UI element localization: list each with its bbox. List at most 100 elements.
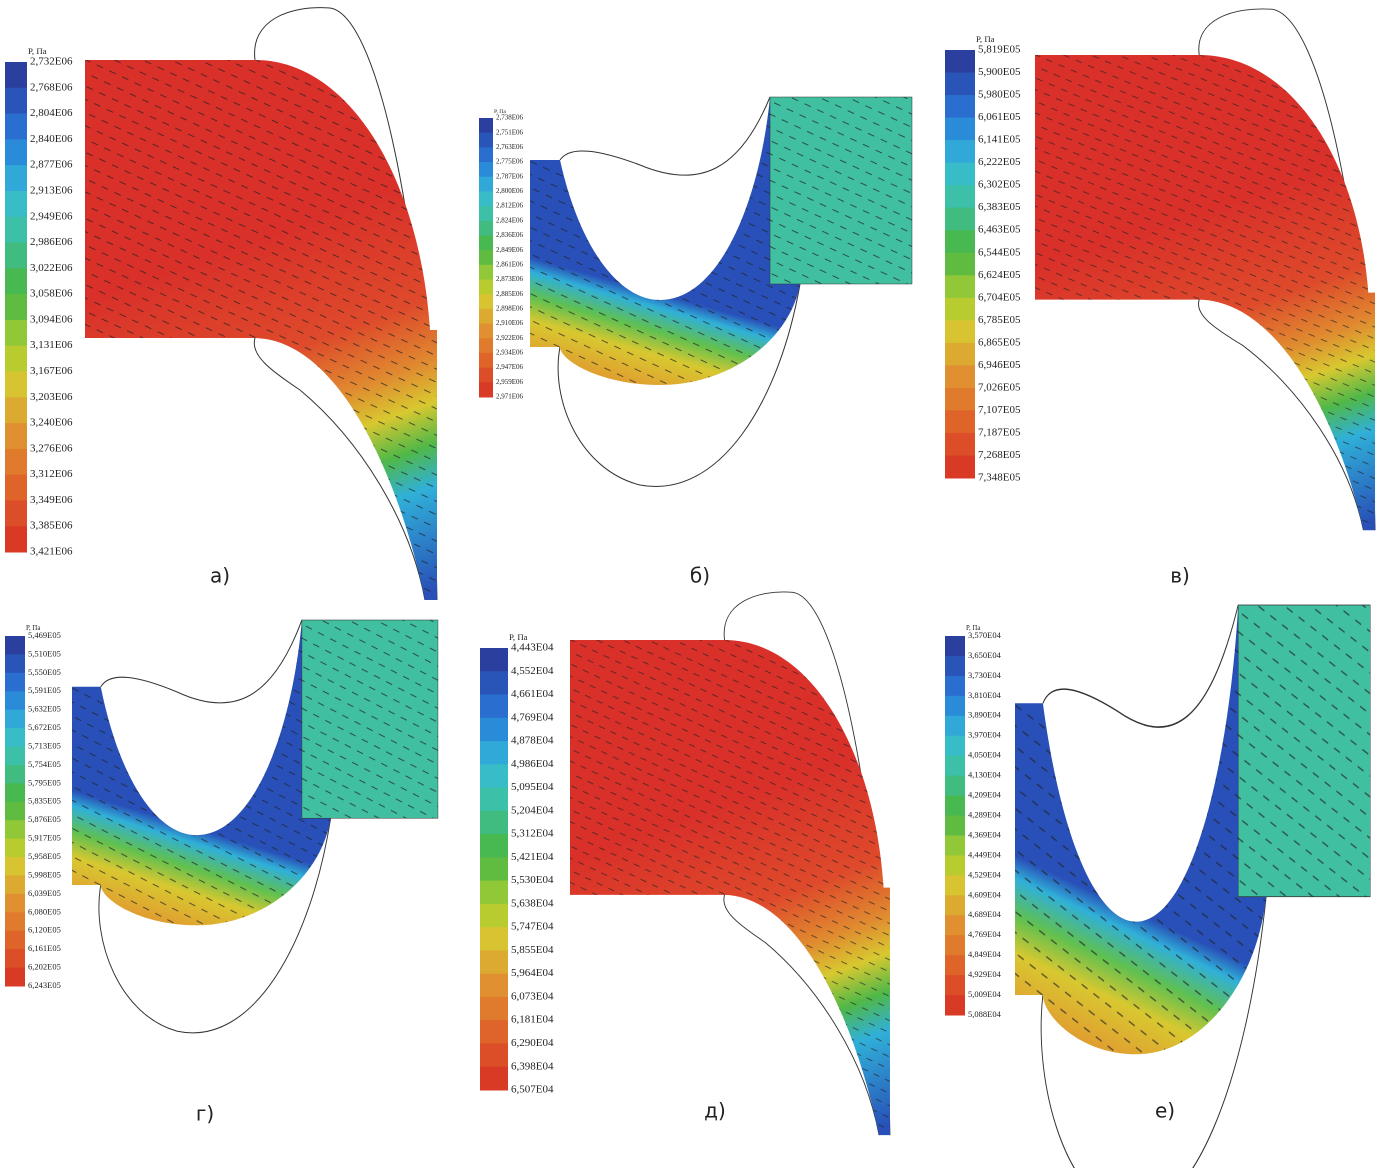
legend-label: 3,167E06	[30, 365, 73, 377]
legend-label: 6,383E05	[978, 201, 1021, 213]
legend-label: 4,289E04	[968, 809, 1002, 819]
legend-label: 4,529E04	[968, 869, 1002, 879]
legend-label: 4,661E04	[511, 688, 554, 700]
legend-cell	[945, 387, 975, 411]
legend-cell	[945, 365, 975, 389]
legend-cell	[5, 190, 27, 218]
legend-label: 6,243E05	[28, 980, 61, 990]
legend-cell	[479, 250, 493, 266]
legend-label: 2,913E06	[30, 184, 73, 196]
legend-label: 5,835E05	[28, 796, 61, 806]
legend-cell	[5, 62, 27, 89]
legend-cell	[479, 132, 493, 148]
legend-label: 4,769E04	[511, 711, 554, 723]
legend-cell	[945, 410, 975, 434]
legend-label: 5,795E05	[28, 777, 61, 787]
legend-label: 3,650E04	[968, 650, 1002, 660]
legend-cell	[945, 636, 965, 657]
legend-title: P, Па	[494, 109, 506, 115]
legend-cell	[945, 975, 965, 996]
legend-cell	[479, 294, 493, 310]
legend-title: P, Па	[966, 625, 980, 632]
legend-cell	[480, 880, 508, 905]
legend-cell	[5, 857, 25, 876]
legend-cell	[945, 455, 975, 479]
legend-cell	[5, 783, 25, 803]
legend-cell	[945, 775, 965, 797]
legend-label: 3,276E06	[30, 442, 73, 454]
legend-label: 5,510E05	[28, 648, 61, 658]
legend-cell	[479, 206, 493, 222]
legend-label: 4,769E04	[968, 929, 1002, 939]
legend-label: 4,689E04	[968, 909, 1002, 919]
legend-label: 6,202E05	[28, 962, 61, 972]
legend-label: 4,209E04	[968, 790, 1002, 800]
legend-cell	[479, 235, 493, 251]
legend-label: 6,120E05	[28, 925, 61, 935]
legend-cell	[945, 140, 975, 164]
legend-label: 2,934E06	[496, 349, 524, 357]
legend-label: 4,369E04	[968, 829, 1002, 839]
legend-cell	[945, 795, 965, 817]
legend-label: 5,754E05	[28, 759, 61, 769]
legend-label: 4,443E04	[511, 642, 554, 654]
legend-label: 4,552E04	[511, 665, 554, 677]
legend-label: 4,878E04	[511, 735, 554, 747]
turbine-field	[1034, 8, 1376, 531]
legend-label: 3,890E04	[968, 710, 1002, 720]
legend-label: 5,855E04	[511, 944, 554, 956]
legend-cell	[479, 220, 493, 236]
legend-title: P, Па	[26, 625, 40, 632]
legend-cell	[945, 297, 975, 321]
turbine-field	[569, 591, 891, 1136]
legend-cell	[480, 1043, 508, 1068]
legend-label: 4,449E04	[968, 849, 1002, 859]
legend-cell	[5, 838, 25, 858]
legend-label: 2,971E06	[496, 393, 524, 401]
legend-label: 5,550E05	[28, 667, 61, 677]
compressor-field	[1014, 604, 1372, 1168]
legend-cell	[945, 935, 965, 956]
legend-cell	[945, 895, 965, 916]
legend-label: 2,751E06	[496, 128, 524, 136]
legend-cell	[480, 648, 508, 672]
legend-label: 5,980E05	[978, 89, 1021, 101]
legend-label: 6,704E05	[978, 291, 1021, 303]
legend-cell	[5, 423, 27, 450]
legend-cell	[945, 815, 965, 836]
legend-label: 5,900E05	[978, 66, 1021, 78]
legend-label: 6,865E05	[978, 336, 1021, 348]
legend-cell	[479, 323, 493, 339]
legend-cell	[945, 230, 975, 254]
legend-cell	[945, 50, 975, 74]
legend-cell	[480, 973, 508, 998]
legend-label: 2,732E06	[30, 56, 73, 68]
legend-cell	[480, 787, 508, 812]
legend-cell	[480, 996, 508, 1021]
legend-cell	[5, 319, 27, 347]
legend-cell	[479, 191, 493, 207]
legend-cell	[945, 207, 975, 231]
legend-label: 7,348E05	[978, 472, 1021, 484]
legend-label: 5,591E05	[28, 685, 61, 695]
legend-label: 5,095E04	[511, 781, 554, 793]
legend-cell	[480, 694, 508, 719]
legend-label: 2,840E06	[30, 133, 73, 145]
legend-label: 2,787E06	[496, 172, 524, 180]
legend-label: 2,959E06	[496, 378, 524, 386]
legend-cell	[5, 474, 27, 501]
legend-cell	[945, 95, 975, 119]
legend-cell	[480, 671, 508, 696]
panel-caption: е)	[1155, 1099, 1175, 1123]
legend-cell	[945, 72, 975, 96]
legend-label: 5,421E04	[511, 851, 554, 863]
legend-label: 5,530E04	[511, 874, 554, 886]
legend-cell	[5, 691, 25, 711]
legend-label: 6,141E05	[978, 134, 1021, 146]
legend-label: 2,768E06	[30, 81, 73, 93]
legend-cell	[479, 264, 493, 281]
legend-label: 6,398E04	[511, 1060, 554, 1072]
legend-label: 3,730E04	[968, 670, 1002, 680]
legend-label: 6,463E05	[978, 224, 1021, 236]
legend-cell	[480, 1066, 508, 1091]
